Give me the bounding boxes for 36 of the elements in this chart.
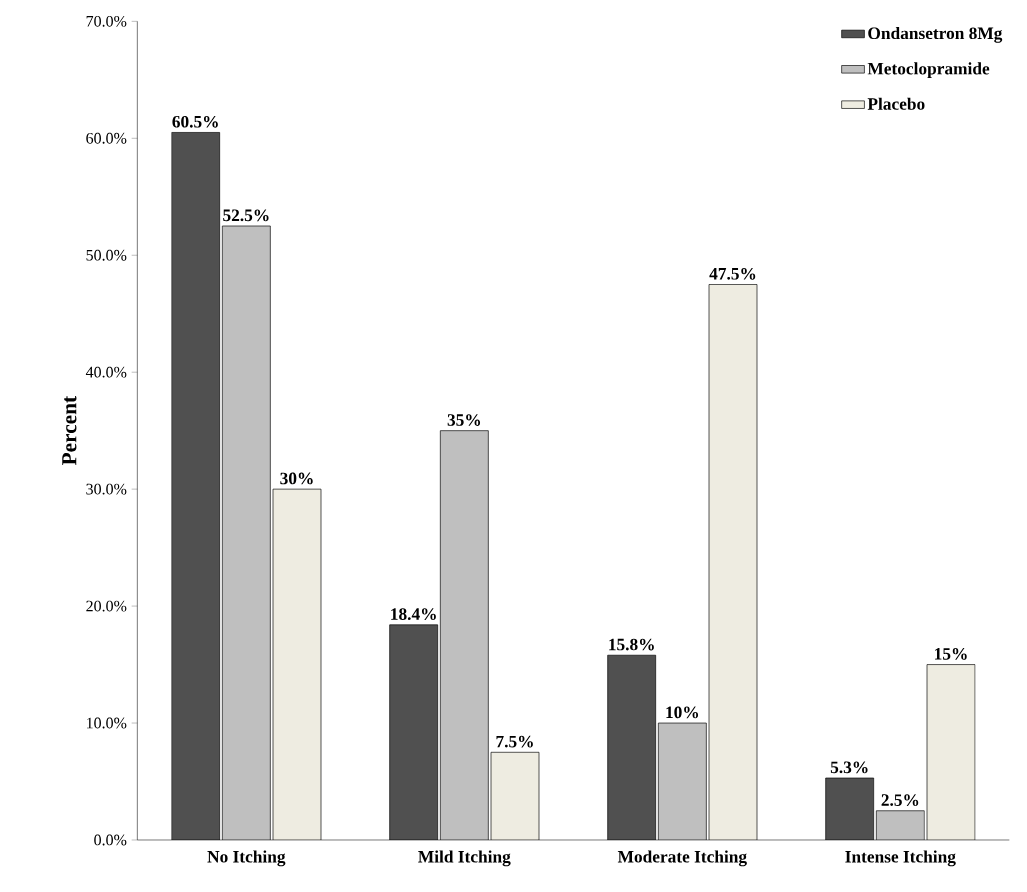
legend-label: Ondansetron 8Mg [868, 26, 1003, 43]
legend-label: Metoclopramide [867, 62, 990, 78]
data-label: 35% [447, 414, 481, 426]
data-label: 5.3% [830, 761, 868, 774]
data-label: 10% [666, 706, 699, 719]
bar [440, 430, 489, 840]
y-tick-label: 70.0% [86, 15, 127, 27]
y-tick-label: 20.0% [86, 600, 127, 612]
x-tick-label: Mild Itching [418, 850, 511, 867]
bar [876, 810, 925, 840]
x-tick-label: Intense Itching [845, 850, 956, 867]
data-label: 30% [280, 472, 313, 485]
x-tick-label: Moderate Itching [617, 850, 747, 867]
data-label: 52.5% [223, 209, 269, 222]
data-label: 2.5% [881, 794, 919, 806]
y-tick-label: 10.0% [87, 717, 127, 729]
y-tick-label: 60.0% [86, 132, 127, 144]
legend-label: Placebo [867, 97, 925, 110]
bar [825, 777, 875, 840]
bar [171, 132, 220, 840]
y-axis-title: Percent [62, 396, 77, 466]
bar [658, 723, 707, 840]
y-tick-label: 30.0% [86, 483, 127, 495]
bar [222, 226, 271, 840]
y-tick-label: 50.0% [86, 249, 127, 261]
y-tick-label: 40.0% [85, 366, 127, 378]
data-label: 47.5% [709, 267, 756, 280]
data-label: 60.5% [172, 115, 218, 128]
data-label: 7.5% [496, 735, 533, 748]
y-tick-label: 0.0% [94, 834, 127, 846]
data-label: 18.4% [391, 608, 436, 621]
data-label: 15.8% [609, 638, 654, 651]
bar [607, 655, 656, 840]
x-tick-label: No Itching [207, 850, 286, 867]
bar [389, 624, 438, 840]
data-label: 15% [935, 648, 967, 660]
